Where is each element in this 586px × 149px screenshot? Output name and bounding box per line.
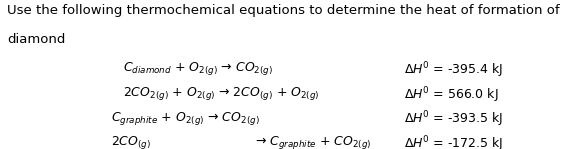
Text: diamond: diamond xyxy=(7,33,66,46)
Text: $\Delta H^0$ = -172.5 kJ: $\Delta H^0$ = -172.5 kJ xyxy=(404,134,503,149)
Text: $\Delta H^0$ = 566.0 kJ: $\Delta H^0$ = 566.0 kJ xyxy=(404,85,499,105)
Text: $2CO_{2(g)}$ + $O_{2(g)}$ → $2CO_{(g)}$ + $O_{2(g)}$: $2CO_{2(g)}$ + $O_{2(g)}$ → $2CO_{(g)}$ … xyxy=(123,85,319,102)
Text: $C_{diamond}$ + $O_{2(g)}$ → $CO_{2(g)}$: $C_{diamond}$ + $O_{2(g)}$ → $CO_{2(g)}$ xyxy=(123,60,273,77)
Text: Use the following thermochemical equations to determine the heat of formation of: Use the following thermochemical equatio… xyxy=(7,4,560,17)
Text: $C_{graphite}$ + $O_{2(g)}$ → $CO_{2(g)}$: $C_{graphite}$ + $O_{2(g)}$ → $CO_{2(g)}… xyxy=(111,110,260,127)
Text: $2CO_{(g)}$: $2CO_{(g)}$ xyxy=(111,134,152,149)
Text: $\Delta H^0$ = -395.4 kJ: $\Delta H^0$ = -395.4 kJ xyxy=(404,60,503,80)
Text: → $C_{graphite}$ + $CO_{2(g)}$: → $C_{graphite}$ + $CO_{2(g)}$ xyxy=(255,134,372,149)
Text: $\Delta H^0$ = -393.5 kJ: $\Delta H^0$ = -393.5 kJ xyxy=(404,110,503,129)
